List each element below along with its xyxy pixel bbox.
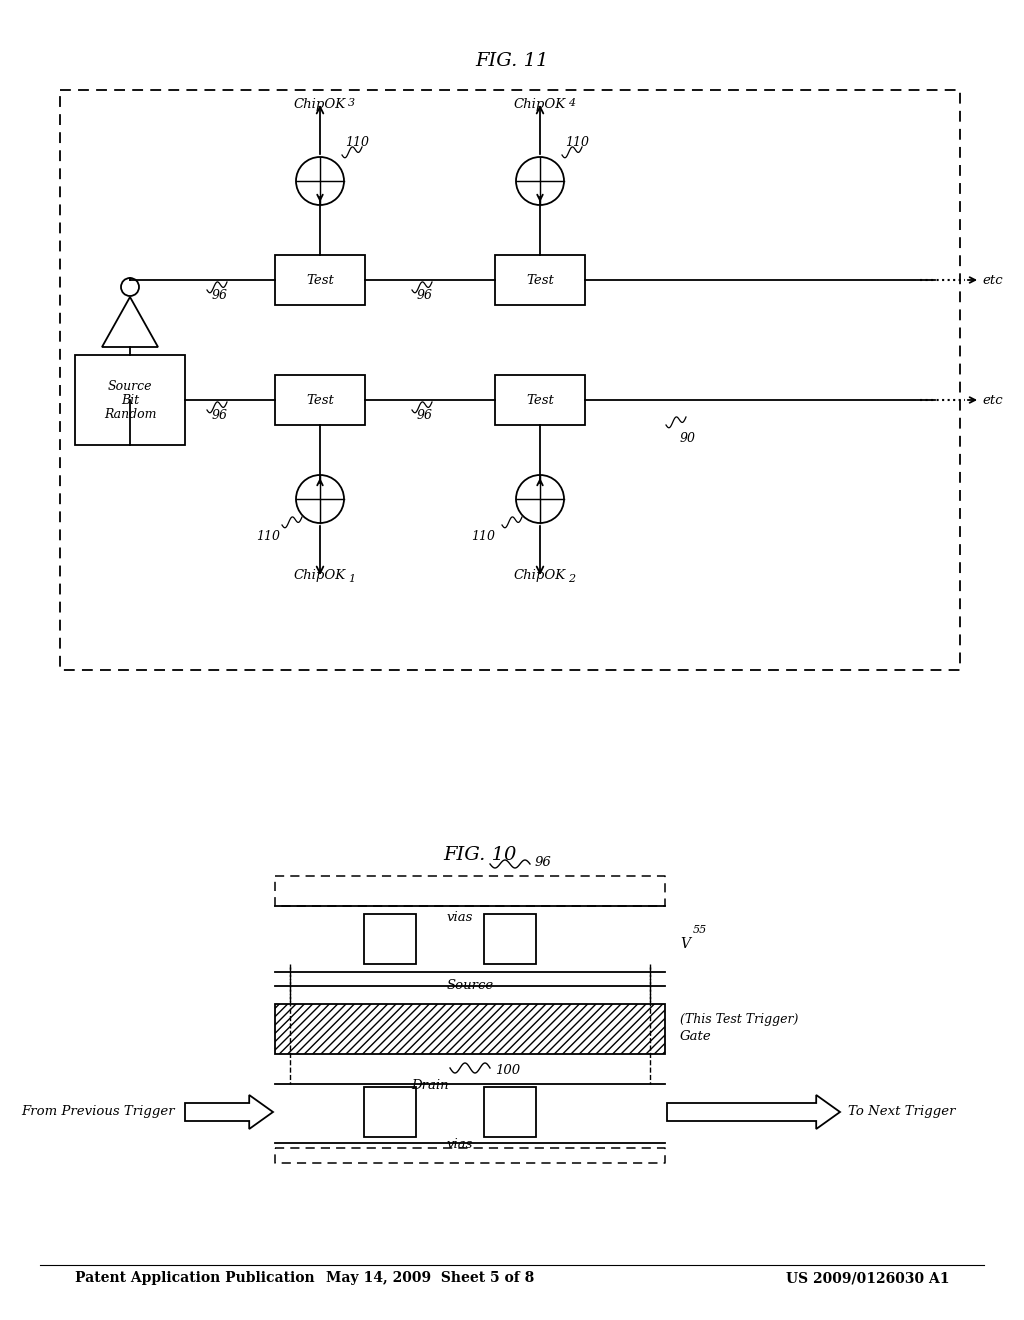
Text: 96: 96 — [212, 409, 228, 422]
Text: 110: 110 — [345, 136, 369, 149]
Text: 100: 100 — [495, 1064, 520, 1077]
Text: ChipOK: ChipOK — [294, 98, 346, 111]
Text: 90: 90 — [680, 432, 696, 445]
Bar — [484, 1086, 536, 1137]
Bar — [275, 255, 365, 305]
Text: 96: 96 — [417, 409, 433, 422]
Text: Bit: Bit — [121, 393, 139, 407]
Bar — [75, 355, 185, 445]
Bar — [275, 375, 365, 425]
Text: Test: Test — [526, 273, 554, 286]
Text: 2: 2 — [568, 574, 575, 583]
Text: 110: 110 — [471, 531, 495, 544]
Text: 96: 96 — [535, 855, 552, 869]
Text: Test: Test — [306, 393, 334, 407]
Text: 110: 110 — [565, 136, 589, 149]
Text: (This Test Trigger): (This Test Trigger) — [680, 1012, 799, 1026]
Text: Source: Source — [108, 380, 153, 392]
Text: From Previous Trigger: From Previous Trigger — [22, 1106, 175, 1118]
Text: FIG. 11: FIG. 11 — [475, 51, 549, 70]
Text: 1: 1 — [348, 574, 355, 583]
Text: 3: 3 — [348, 98, 355, 108]
Text: Test: Test — [306, 273, 334, 286]
Text: vias: vias — [446, 911, 473, 924]
Text: etc: etc — [982, 393, 1002, 407]
Text: ChipOK: ChipOK — [294, 569, 346, 582]
Text: Test: Test — [526, 393, 554, 407]
Text: 110: 110 — [256, 531, 280, 544]
Text: 4: 4 — [568, 98, 575, 108]
Text: ChipOK: ChipOK — [514, 98, 566, 111]
Bar — [364, 913, 416, 964]
Bar — [495, 375, 585, 425]
Bar — [495, 255, 585, 305]
Text: Patent Application Publication: Patent Application Publication — [75, 1271, 314, 1284]
Bar — [364, 1086, 416, 1137]
Text: May 14, 2009  Sheet 5 of 8: May 14, 2009 Sheet 5 of 8 — [326, 1271, 535, 1284]
Text: US 2009/0126030 A1: US 2009/0126030 A1 — [786, 1271, 950, 1284]
Text: Random: Random — [103, 408, 157, 421]
Text: ChipOK: ChipOK — [514, 569, 566, 582]
Bar — [275, 1005, 665, 1053]
Text: Drain: Drain — [412, 1078, 449, 1092]
Text: Source: Source — [446, 979, 494, 993]
Text: V: V — [680, 937, 690, 950]
Text: 55: 55 — [693, 925, 708, 935]
Text: 96: 96 — [417, 289, 433, 302]
Text: To Next Trigger: To Next Trigger — [848, 1106, 955, 1118]
Text: etc: etc — [982, 273, 1002, 286]
Text: 96: 96 — [212, 289, 228, 302]
Text: Gate: Gate — [680, 1031, 712, 1044]
Text: FIG. 10: FIG. 10 — [443, 846, 517, 865]
Bar — [484, 913, 536, 964]
Text: vias: vias — [446, 1138, 473, 1151]
